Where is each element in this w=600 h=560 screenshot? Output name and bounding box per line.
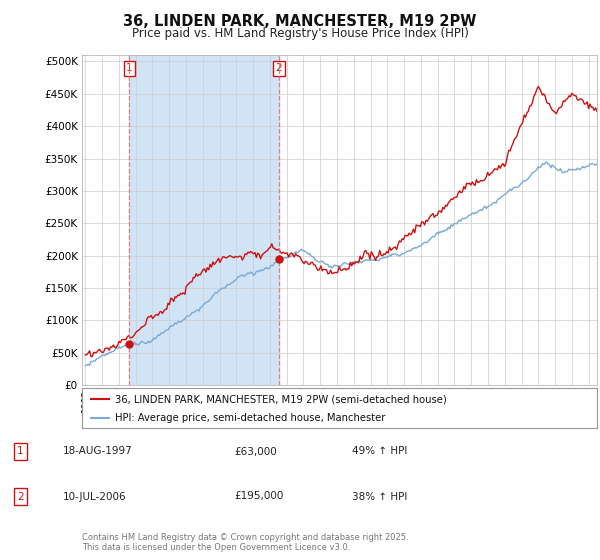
Text: 36, LINDEN PARK, MANCHESTER, M19 2PW (semi-detached house): 36, LINDEN PARK, MANCHESTER, M19 2PW (se… (115, 394, 447, 404)
Text: £63,000: £63,000 (234, 446, 277, 456)
Text: 36, LINDEN PARK, MANCHESTER, M19 2PW: 36, LINDEN PARK, MANCHESTER, M19 2PW (124, 14, 476, 29)
Text: HPI: Average price, semi-detached house, Manchester: HPI: Average price, semi-detached house,… (115, 413, 386, 423)
Text: 49% ↑ HPI: 49% ↑ HPI (352, 446, 407, 456)
Text: 2: 2 (275, 63, 282, 73)
Bar (130, 55, 279, 385)
Text: 38% ↑ HPI: 38% ↑ HPI (352, 492, 407, 502)
Text: 18-AUG-1997: 18-AUG-1997 (63, 446, 133, 456)
Text: Contains HM Land Registry data © Crown copyright and database right 2025.
This d: Contains HM Land Registry data © Crown c… (82, 533, 409, 552)
Text: Price paid vs. HM Land Registry's House Price Index (HPI): Price paid vs. HM Land Registry's House … (131, 27, 469, 40)
Text: 1: 1 (126, 63, 133, 73)
Text: 2: 2 (17, 492, 24, 502)
Text: £195,000: £195,000 (234, 492, 284, 502)
Text: 1: 1 (17, 446, 24, 456)
Text: 10-JUL-2006: 10-JUL-2006 (63, 492, 127, 502)
